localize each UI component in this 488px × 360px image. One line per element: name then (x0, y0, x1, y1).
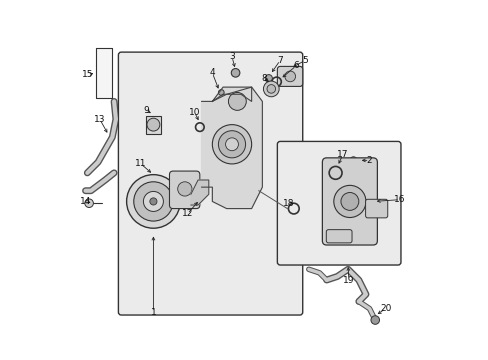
Circle shape (218, 90, 224, 95)
Circle shape (340, 193, 358, 210)
Circle shape (126, 175, 180, 228)
Circle shape (212, 125, 251, 164)
FancyBboxPatch shape (169, 171, 200, 208)
Circle shape (266, 85, 275, 93)
Circle shape (264, 75, 272, 82)
Text: 14: 14 (80, 197, 91, 206)
FancyBboxPatch shape (277, 141, 400, 265)
Text: 12: 12 (181, 210, 193, 219)
FancyBboxPatch shape (277, 66, 302, 86)
Bar (96, 48, 112, 98)
Polygon shape (212, 87, 251, 102)
Circle shape (228, 93, 246, 111)
Text: 9: 9 (143, 106, 149, 115)
FancyBboxPatch shape (365, 199, 387, 218)
Text: 19: 19 (343, 275, 354, 284)
Circle shape (134, 182, 173, 221)
Circle shape (231, 68, 240, 77)
Circle shape (143, 192, 163, 211)
Text: 17: 17 (336, 150, 348, 159)
Text: 3: 3 (229, 52, 234, 61)
Text: 20: 20 (379, 304, 390, 313)
Circle shape (84, 199, 93, 207)
Circle shape (370, 316, 379, 324)
Circle shape (349, 157, 356, 164)
Text: 6: 6 (293, 61, 299, 70)
Circle shape (149, 198, 157, 205)
FancyBboxPatch shape (118, 52, 302, 315)
Text: 8: 8 (261, 74, 266, 83)
Text: 7: 7 (277, 56, 283, 65)
Circle shape (218, 131, 245, 158)
Text: 4: 4 (209, 68, 215, 77)
Text: 16: 16 (393, 195, 405, 204)
Text: 15: 15 (82, 70, 94, 79)
Text: 13: 13 (94, 115, 105, 124)
Text: 18: 18 (283, 199, 294, 208)
Text: 11: 11 (135, 159, 146, 168)
Circle shape (263, 81, 279, 97)
Circle shape (333, 185, 365, 217)
Circle shape (285, 71, 295, 82)
FancyBboxPatch shape (322, 158, 377, 245)
Text: 10: 10 (188, 108, 200, 117)
Circle shape (177, 182, 192, 196)
Text: 5: 5 (302, 56, 307, 65)
Text: 2: 2 (366, 156, 371, 165)
Polygon shape (201, 87, 262, 208)
Bar (146, 116, 160, 134)
Polygon shape (190, 180, 208, 205)
Circle shape (225, 138, 238, 151)
Circle shape (147, 118, 160, 131)
FancyBboxPatch shape (325, 230, 351, 243)
Text: 1: 1 (150, 308, 156, 317)
